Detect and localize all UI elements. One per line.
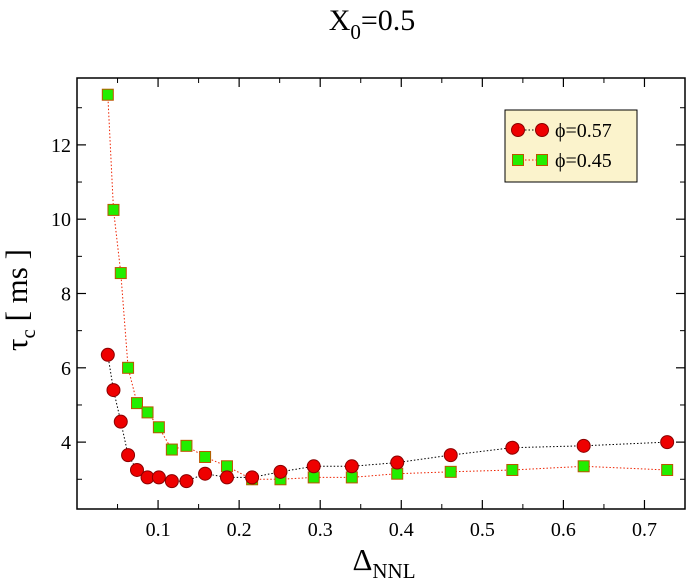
chart-title-rest: =0.5	[361, 4, 415, 37]
data-point-circle	[121, 448, 136, 463]
x-tick-label: 0.5	[470, 519, 495, 541]
data-point-circle	[245, 470, 260, 485]
x-axis-ticks: 0.1 0.2 0.3 0.4 0.5 0.6 0.7	[117, 78, 686, 541]
data-point-circle	[106, 383, 121, 398]
data-point-square	[130, 397, 143, 410]
data-point-square	[101, 88, 114, 101]
data-point-square	[122, 361, 135, 374]
legend-marker	[536, 154, 548, 166]
y-axis-label-subscript: c	[16, 329, 40, 338]
data-point-circle	[179, 474, 194, 489]
series-layer	[100, 88, 675, 489]
data-point-square	[307, 471, 320, 484]
data-point-circle	[344, 459, 359, 474]
data-point-circle	[443, 448, 458, 463]
data-point-circle	[306, 459, 321, 474]
legend-label: ϕ=0.45	[555, 150, 612, 172]
data-point-circle	[660, 435, 675, 450]
series-circle	[100, 347, 675, 489]
chart-title-main: X	[329, 4, 351, 37]
data-point-circle	[505, 440, 520, 455]
y-tick-label: 6	[61, 358, 71, 380]
x-axis-label-subscript: NNL	[372, 559, 415, 581]
data-point-circle	[198, 466, 213, 481]
data-point-square	[391, 467, 404, 480]
legend-marker	[511, 123, 525, 137]
legend: ϕ=0.57 ϕ=0.45	[504, 109, 638, 183]
chart-title-subscript: 0	[350, 20, 361, 44]
y-axis-label-main: τ	[0, 338, 34, 350]
x-tick-label: 0.1	[146, 519, 171, 541]
x-tick-label: 0.4	[389, 519, 414, 541]
y-tick-label: 4	[61, 432, 71, 454]
data-point-circle	[164, 474, 179, 489]
data-point-square	[141, 406, 154, 419]
data-point-square	[444, 465, 457, 478]
y-tick-label: 8	[61, 284, 71, 306]
y-tick-label: 12	[51, 135, 71, 157]
data-point-square	[180, 439, 193, 452]
legend-label: ϕ=0.57	[555, 120, 612, 142]
data-point-circle	[151, 470, 166, 485]
x-tick-label: 0.6	[551, 519, 576, 541]
legend-marker	[535, 123, 549, 137]
x-axis-label: ΔNNL	[352, 542, 415, 581]
data-point-circle	[219, 470, 234, 485]
data-point-square	[577, 460, 590, 473]
x-tick-label: 0.7	[632, 519, 657, 541]
data-point-circle	[576, 438, 591, 453]
y-axis-label-rest: [ ms ]	[0, 249, 34, 329]
data-point-square	[114, 267, 127, 280]
data-point-square	[152, 421, 165, 434]
data-point-circle	[273, 464, 288, 479]
legend-marker	[512, 154, 524, 166]
y-axis-label: τc [ ms ]	[0, 249, 40, 351]
data-point-square	[199, 450, 212, 463]
data-point-square	[220, 460, 233, 473]
x-tick-label: 0.2	[227, 519, 252, 541]
data-point-square	[506, 463, 519, 476]
data-point-square	[661, 463, 674, 476]
legend-box	[504, 109, 638, 183]
y-axis-ticks: 4 6 8 10 12	[51, 107, 685, 480]
data-point-square	[165, 443, 178, 456]
y-tick-label: 10	[51, 209, 71, 231]
x-tick-label: 0.3	[308, 519, 333, 541]
data-point-square	[107, 203, 120, 216]
x-axis-label-main: Δ	[352, 542, 372, 577]
data-point-circle	[390, 455, 405, 470]
data-point-square	[345, 471, 358, 484]
data-point-circle	[100, 347, 115, 362]
chart-title: X0=0.5	[329, 4, 416, 44]
data-point-circle	[129, 462, 144, 477]
data-point-circle	[113, 414, 128, 429]
